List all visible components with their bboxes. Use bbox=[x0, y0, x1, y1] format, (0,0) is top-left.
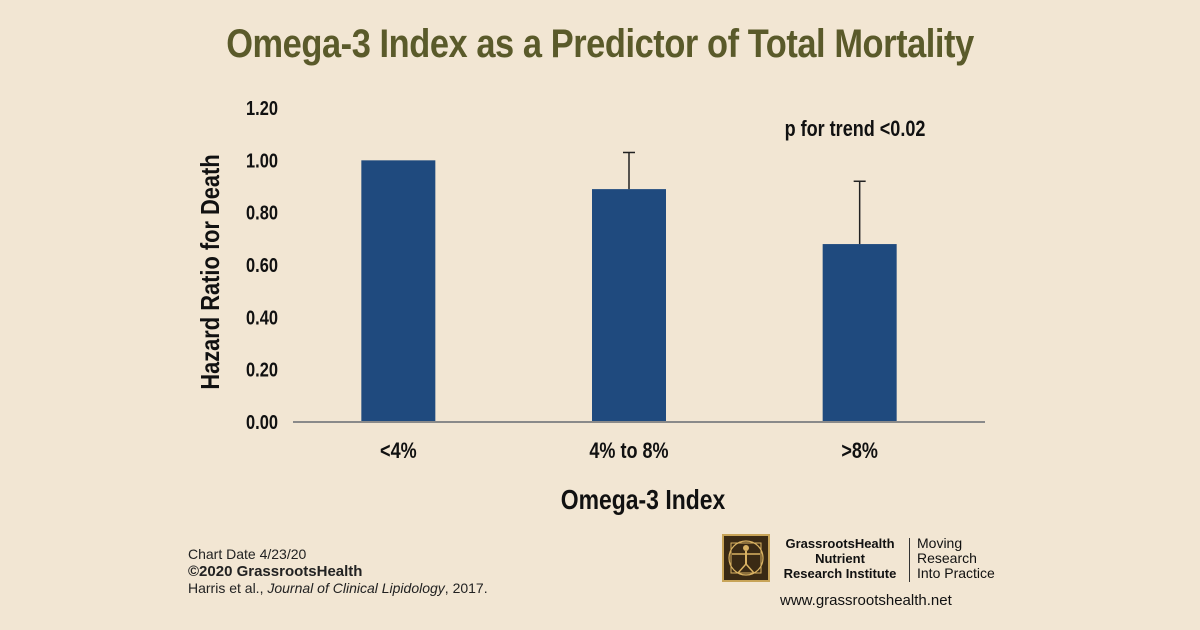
org-logo-block: GrassrootsHealth Nutrient Research Insti… bbox=[722, 534, 1022, 586]
y-tick-label: 0.80 bbox=[246, 201, 278, 224]
trend-annotation: p for trend <0.02 bbox=[784, 116, 926, 141]
logo-divider bbox=[909, 538, 910, 582]
copyright: ©2020 GrassrootsHealth bbox=[188, 563, 363, 580]
y-tick-label: 0.00 bbox=[246, 410, 278, 433]
x-tick-label: <4% bbox=[380, 439, 417, 463]
tagline-line3: Into Practice bbox=[917, 565, 995, 581]
y-tick-label: 1.00 bbox=[246, 149, 278, 172]
tagline-line1: Moving bbox=[917, 535, 963, 551]
vitruvian-man-icon bbox=[722, 534, 770, 582]
y-axis-label: Hazard Ratio for Death bbox=[196, 154, 225, 389]
citation-journal: Journal of Clinical Lipidology bbox=[267, 580, 445, 596]
y-tick-label: 0.40 bbox=[246, 306, 278, 329]
bar bbox=[592, 189, 666, 422]
bar bbox=[822, 244, 897, 422]
tagline-line2: Research bbox=[917, 550, 977, 566]
chart-title: Omega-3 Index as a Predictor of Total Mo… bbox=[226, 22, 974, 66]
footer-credits: Chart Date 4/23/20 ©2020 GrassrootsHealt… bbox=[188, 546, 488, 597]
x-axis-label: Omega-3 Index bbox=[561, 485, 726, 516]
website-link[interactable]: www.grassrootshealth.net bbox=[780, 592, 952, 609]
chart-date: Chart Date 4/23/20 bbox=[188, 546, 307, 562]
citation: Harris et al., Journal of Clinical Lipid… bbox=[188, 580, 488, 597]
x-tick-label: 4% to 8% bbox=[589, 439, 668, 463]
y-tick-label: 0.20 bbox=[246, 358, 278, 381]
y-tick-label: 1.20 bbox=[246, 96, 278, 119]
bar bbox=[361, 160, 436, 423]
org-name-line1: GrassrootsHealth bbox=[785, 536, 895, 551]
org-name-line3: Research Institute bbox=[783, 566, 897, 581]
citation-year: , 2017. bbox=[444, 580, 488, 596]
x-tick-label: >8% bbox=[841, 439, 878, 463]
y-tick-label: 0.60 bbox=[246, 253, 278, 276]
citation-authors: Harris et al., bbox=[188, 580, 268, 596]
org-name: GrassrootsHealth Nutrient Research Insti… bbox=[776, 536, 904, 581]
tagline: Moving Research Into Practice bbox=[917, 536, 995, 581]
org-name-line2: Nutrient bbox=[815, 551, 865, 566]
